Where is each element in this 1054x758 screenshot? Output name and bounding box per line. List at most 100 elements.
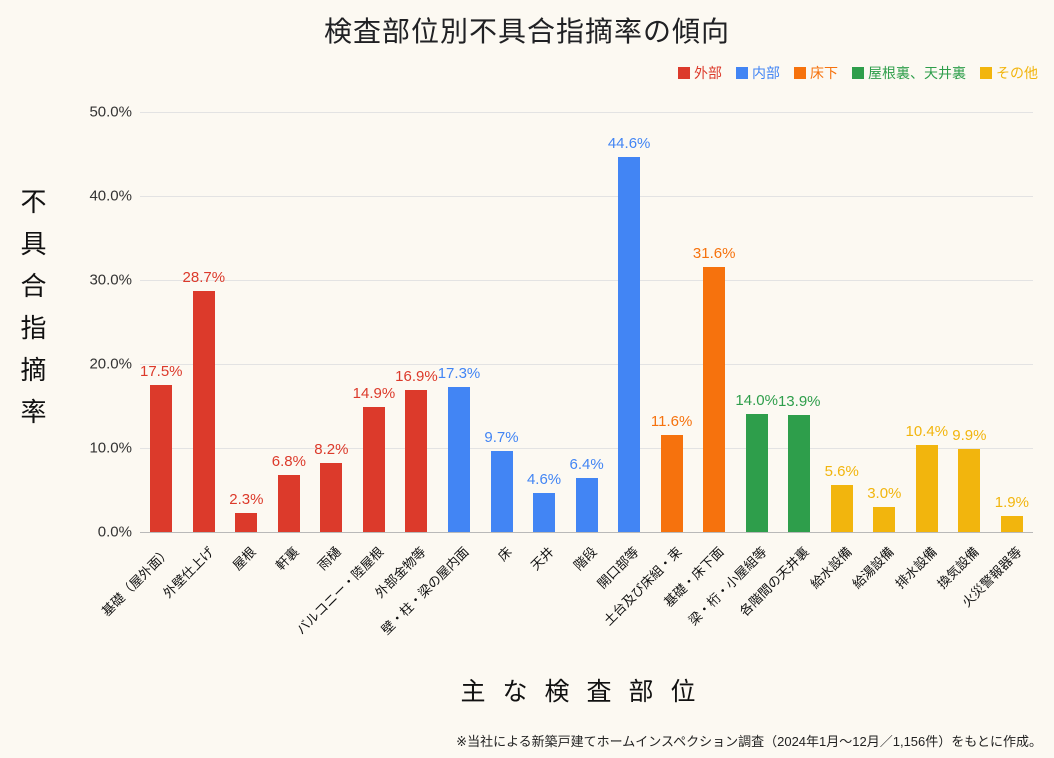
bar-column: 6.8% 軒裏 [268,112,311,573]
legend-swatch-icon [980,67,992,79]
bar [618,157,641,532]
bar-value-label: 1.9% [994,494,1029,512]
x-tick-label: 軒裏 [272,544,302,574]
bar [915,444,938,532]
y-tick-label: 40.0% [89,187,132,205]
bar-column: 5.6% 給水設備 [807,112,864,592]
legend-item: 床下 [794,63,838,83]
y-tick-label: 0.0% [97,523,132,541]
bar-column: 13.9% 各階間の天井裏 [737,112,821,619]
y-tick-label: 10.0% [89,439,132,457]
bar [575,478,598,532]
legend-label: 屋根裏、天井裏 [868,65,966,81]
x-tick-label: 屋根 [230,544,260,574]
bar [958,448,981,532]
legend-label: 内部 [752,65,780,81]
bar [703,266,726,532]
legend-swatch-icon [794,67,806,79]
bar [192,290,215,532]
legend-item: 屋根裏、天井裏 [852,63,966,83]
y-tick-label: 30.0% [89,271,132,289]
bar-column: 17.5% 基礎（屋外面） [99,112,183,619]
bar-column: 1.9% 火災警報器等 [959,112,1034,610]
legend-item: その他 [980,63,1038,83]
bar-column: 17.3% 壁・柱・梁の屋内面 [378,112,481,638]
bar [490,450,513,532]
legend: 外部 内部 床下 屋根裏、天井裏 その他 [678,63,1038,83]
bar [362,406,385,532]
legend-item: 内部 [736,63,780,83]
x-tick-label: 床 [494,544,515,564]
bar-value-label: 31.6% [692,244,736,262]
bar-column: 3.0% 給湯設備 [850,112,906,592]
bar-value-label: 9.7% [484,428,519,446]
gridline [140,280,1033,281]
bar-column: 8.2% 雨樋 [310,112,353,573]
bar-value-label: 6.8% [271,452,306,470]
x-axis-title: 主な検査部位 [460,678,713,706]
x-tick-label: 給水設備 [807,544,855,592]
bar-column: 6.4% 階段 [565,112,608,573]
legend-label: 床下 [810,65,838,81]
bar-value-label: 4.6% [526,471,562,489]
bar-column: 14.0% 梁・桁・小屋組等 [685,112,778,628]
y-tick-label: 50.0% [89,103,132,121]
legend-label: 外部 [694,65,722,81]
bar [320,463,343,532]
bar-columns: 17.5% 基礎（屋外面） 28.7% 外壁仕上げ 2.3% 屋根 6.8% 軒裏 8.2% 雨樋… [99,112,1034,638]
x-tick-label: 給湯設備 [849,544,898,592]
x-tick-label: 排水設備 [892,544,940,592]
x-tick-label: 天井 [527,544,557,574]
bar-value-label: 9.9% [952,426,987,444]
bar [277,474,300,532]
legend-swatch-icon [852,67,864,79]
y-axis-title: 不具合指摘率 [17,188,47,440]
bar-value-label: 8.2% [314,441,349,459]
bar-column: 44.6% 開口部等 [594,112,651,591]
chart-plot: 17.5% 基礎（屋外面） 28.7% 外壁仕上げ 2.3% 屋根 6.8% 軒裏 8.2% 雨樋… [99,112,1034,638]
bar-column: 16.9% 外部金物等 [373,112,438,601]
bar-column: 9.9% 換気設備 [935,112,991,592]
bar [745,414,768,532]
bar-value-label: 11.6% [650,412,693,430]
gridline [140,364,1033,365]
x-tick-label: 基礎（屋外面） [99,544,174,620]
legend-item: 外部 [678,63,722,83]
bar-column: 11.6% 土台及び床組・束 [600,112,693,629]
bar-value-label: 17.3% [437,364,481,382]
bar [150,385,173,532]
bar-value-label: 3.0% [867,484,902,502]
bar-value-label: 14.9% [352,384,396,402]
legend-swatch-icon [736,67,748,79]
bar-value-label: 10.4% [905,422,949,440]
legend-swatch-icon [678,67,690,79]
gridline [140,196,1033,197]
bar-column: 2.3% 屋根 [225,112,268,573]
bar-column: 28.7% 外壁仕上げ [160,112,225,601]
footnote: ※当社による新築戸建てホームインスペクション調査（2024年1月〜12月／1,1… [456,734,1042,749]
x-tick-label: 雨樋 [315,544,345,574]
bar-value-label: 5.6% [824,462,859,480]
bar-column: 10.4% 排水設備 [892,112,949,592]
bar [873,506,896,532]
chart-title: 検査部位別不具合指摘率の傾向 [323,16,730,47]
bar-column: 14.9% バルコニー・陸屋根 [293,112,396,637]
bar [405,390,428,532]
bar-value-label: 17.5% [139,363,183,380]
bar-column: 31.6% 基礎・床下面 [661,112,736,610]
bar-value-label: 44.6% [607,135,651,153]
bar-column: 4.6% 天井 [523,112,566,573]
gridline [140,532,1033,533]
bar [447,386,470,532]
gridline [140,448,1033,449]
bar-value-label: 13.9% [777,393,821,411]
bar [660,434,683,532]
bar [533,493,556,532]
bar [235,512,258,532]
bar-value-label: 6.4% [569,456,604,474]
bar-value-label: 14.0% [735,392,778,410]
gridline [140,112,1033,113]
x-tick-label: 階段 [570,544,600,574]
bar [788,415,811,532]
